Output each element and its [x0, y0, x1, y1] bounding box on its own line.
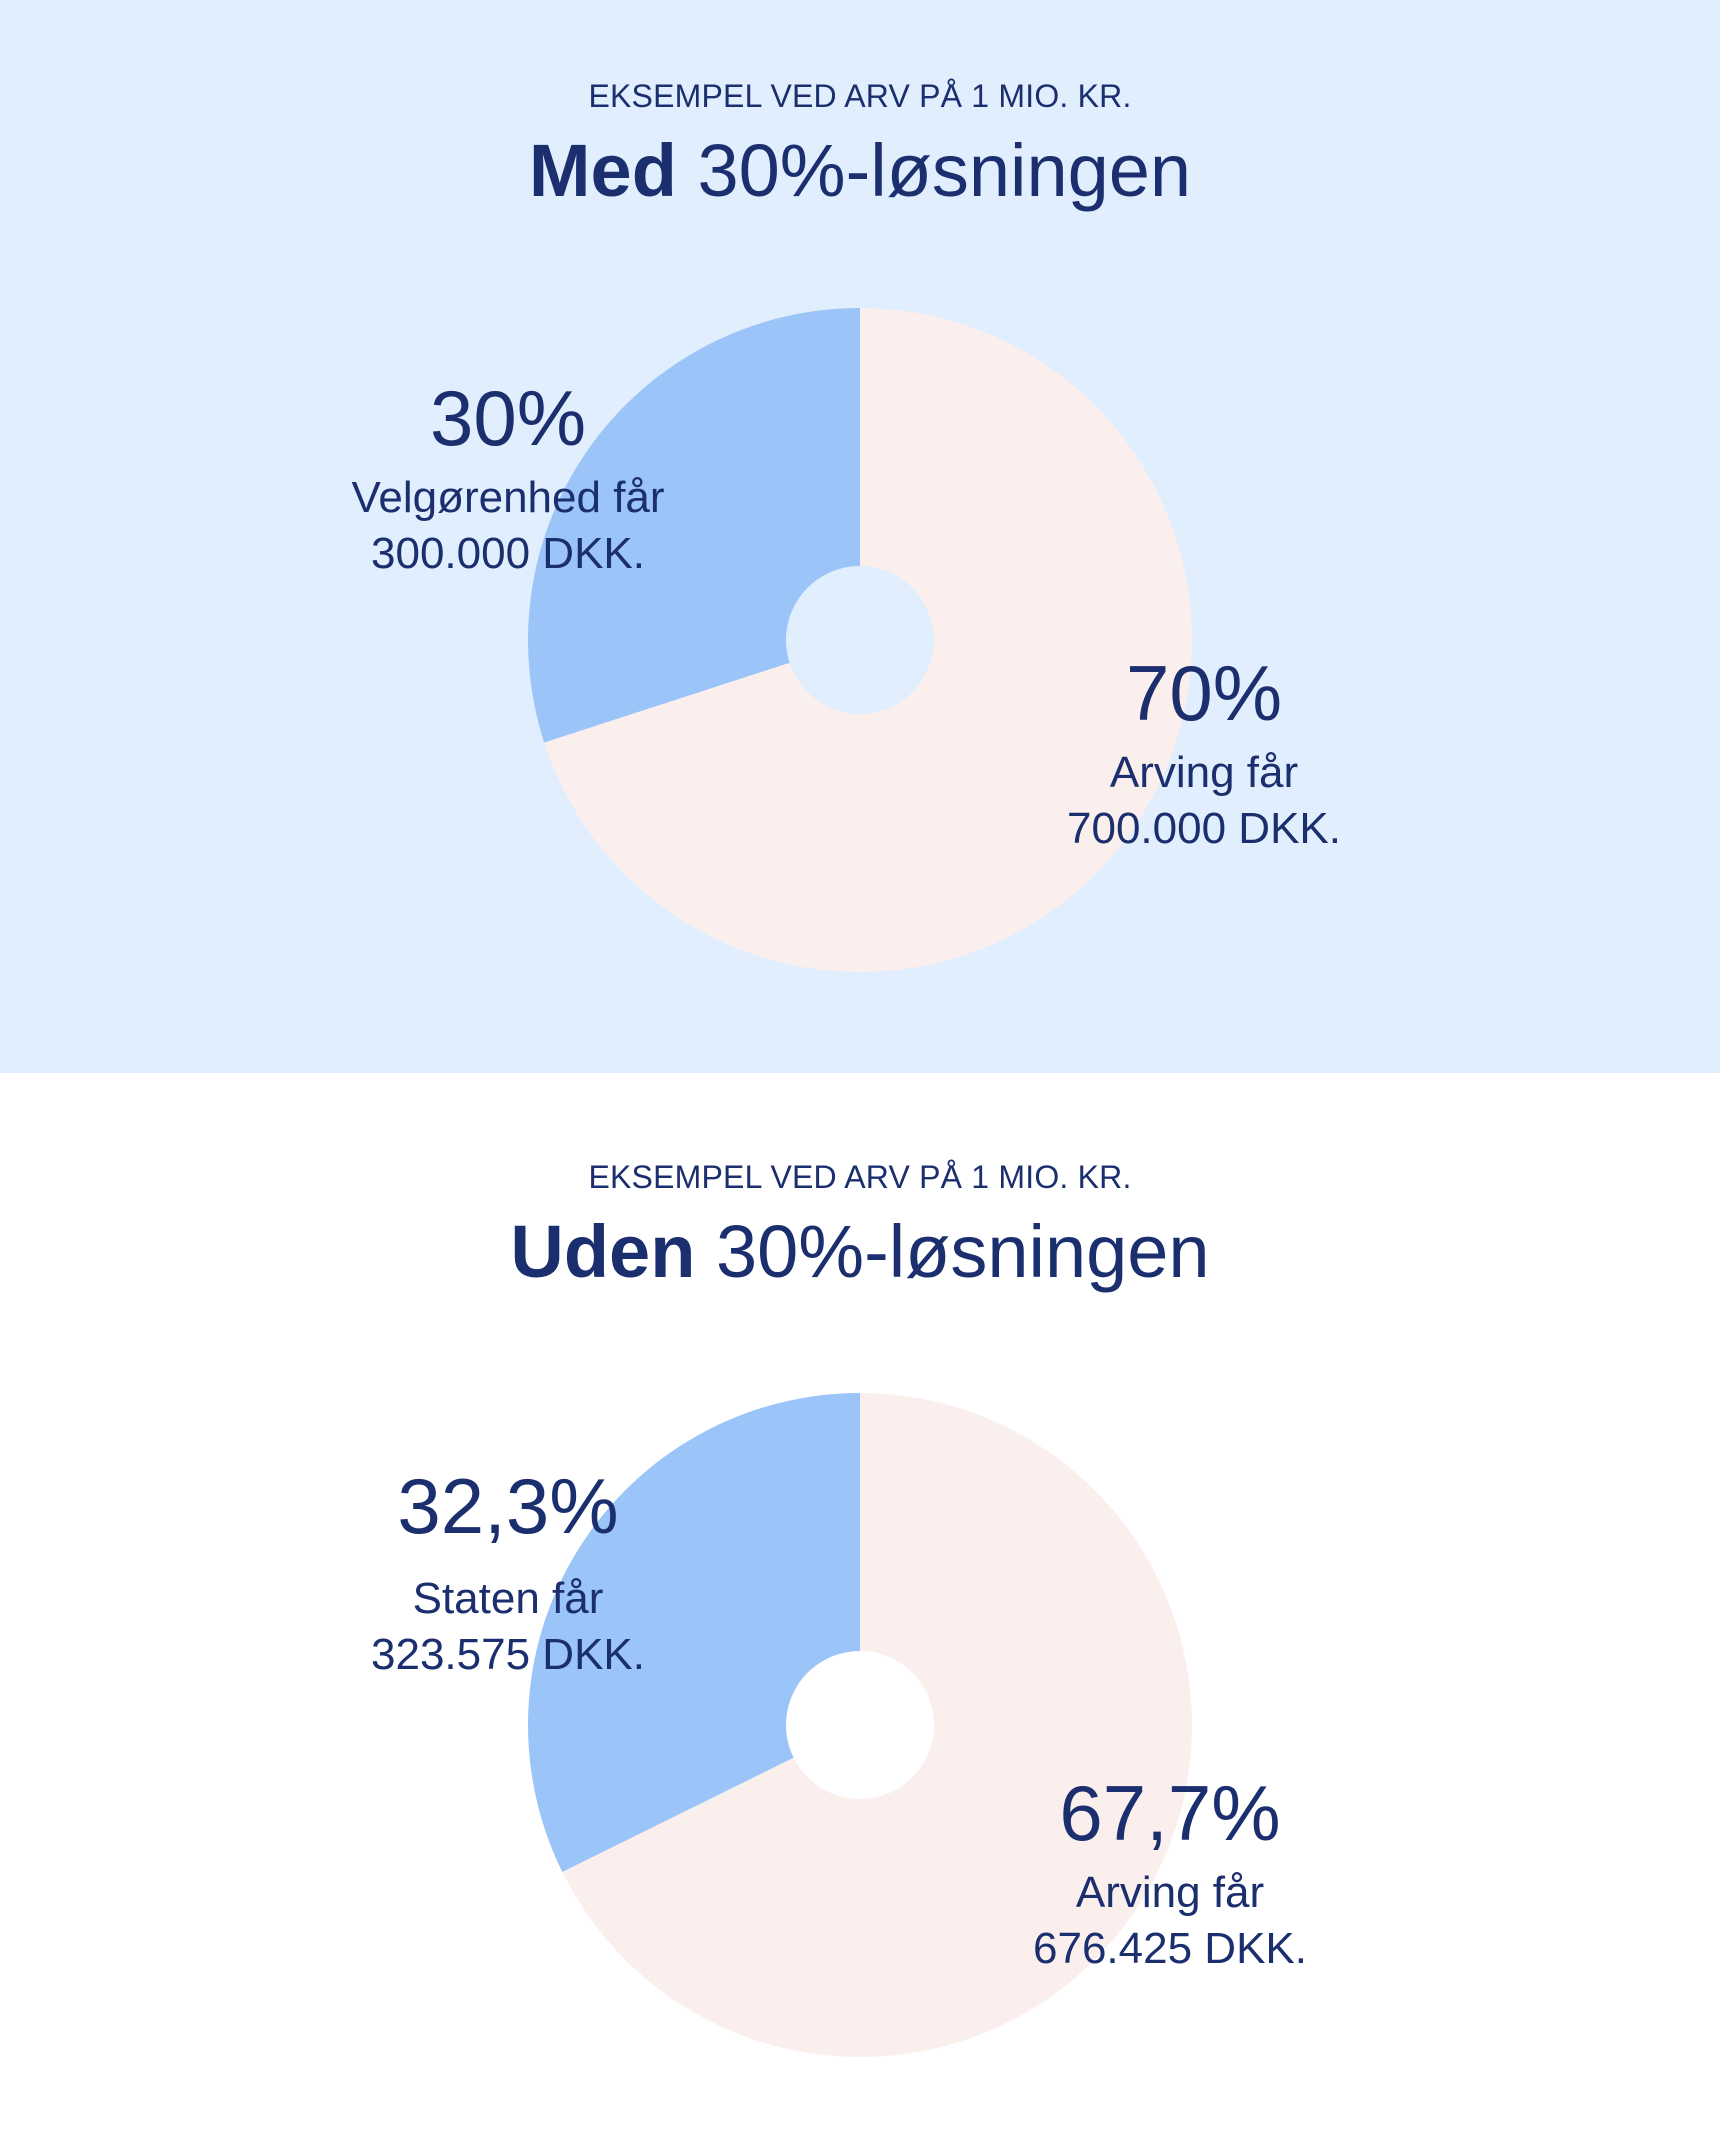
- slice-primary: [528, 1393, 860, 1872]
- slice-primary-percent: 32,3%: [397, 1462, 618, 1550]
- bottom-panel: EKSEMPEL VED ARV PÅ 1 MIO. KR. Uden 30%-…: [0, 1073, 1720, 2144]
- slice-secondary-amount: 676.425 DKK.: [1033, 1924, 1307, 1973]
- slice-secondary-percent: 70%: [1126, 649, 1282, 737]
- slice-secondary: [562, 1393, 1192, 2057]
- chart-title-bold: Uden: [510, 1210, 696, 1293]
- slice-primary-label: Velgørenhed får: [351, 473, 664, 522]
- slice-secondary-percent: 67,7%: [1059, 1769, 1280, 1857]
- donut-chart: 32,3% Staten får 323.575 DKK. 67,7% Arvi…: [371, 1393, 1307, 2057]
- chart-title-rest: 30%-løsningen: [715, 1210, 1210, 1293]
- chart-title: Med 30%-løsningen: [0, 128, 1720, 213]
- chart-title-bold: Med: [528, 129, 677, 212]
- slice-secondary: [544, 308, 1192, 973]
- chart-kicker: EKSEMPEL VED ARV PÅ 1 MIO. KR.: [588, 78, 1132, 114]
- slice-primary-percent: 30%: [430, 374, 586, 462]
- slice-primary-amount: 300.000 DKK.: [371, 529, 645, 578]
- slice-secondary-amount: 700.000 DKK.: [1067, 804, 1341, 853]
- chart-title: Uden 30%-løsningen: [0, 1209, 1720, 1294]
- slice-secondary-label: Arving får: [1110, 748, 1298, 797]
- slice-primary-amount: 323.575 DKK.: [371, 1630, 645, 1679]
- donut-chart: 30% Velgørenhed får 300.000 DKK. 70% Arv…: [351, 308, 1341, 973]
- slice-primary-label: Staten får: [413, 1574, 604, 1623]
- top-panel: EKSEMPEL VED ARV PÅ 1 MIO. KR. Med 30%-l…: [0, 0, 1720, 1073]
- slice-primary: [528, 308, 860, 743]
- slice-secondary-label: Arving får: [1076, 1868, 1264, 1917]
- chart-title-rest: 30%-løsningen: [697, 129, 1192, 212]
- chart-kicker: EKSEMPEL VED ARV PÅ 1 MIO. KR.: [588, 1159, 1132, 1195]
